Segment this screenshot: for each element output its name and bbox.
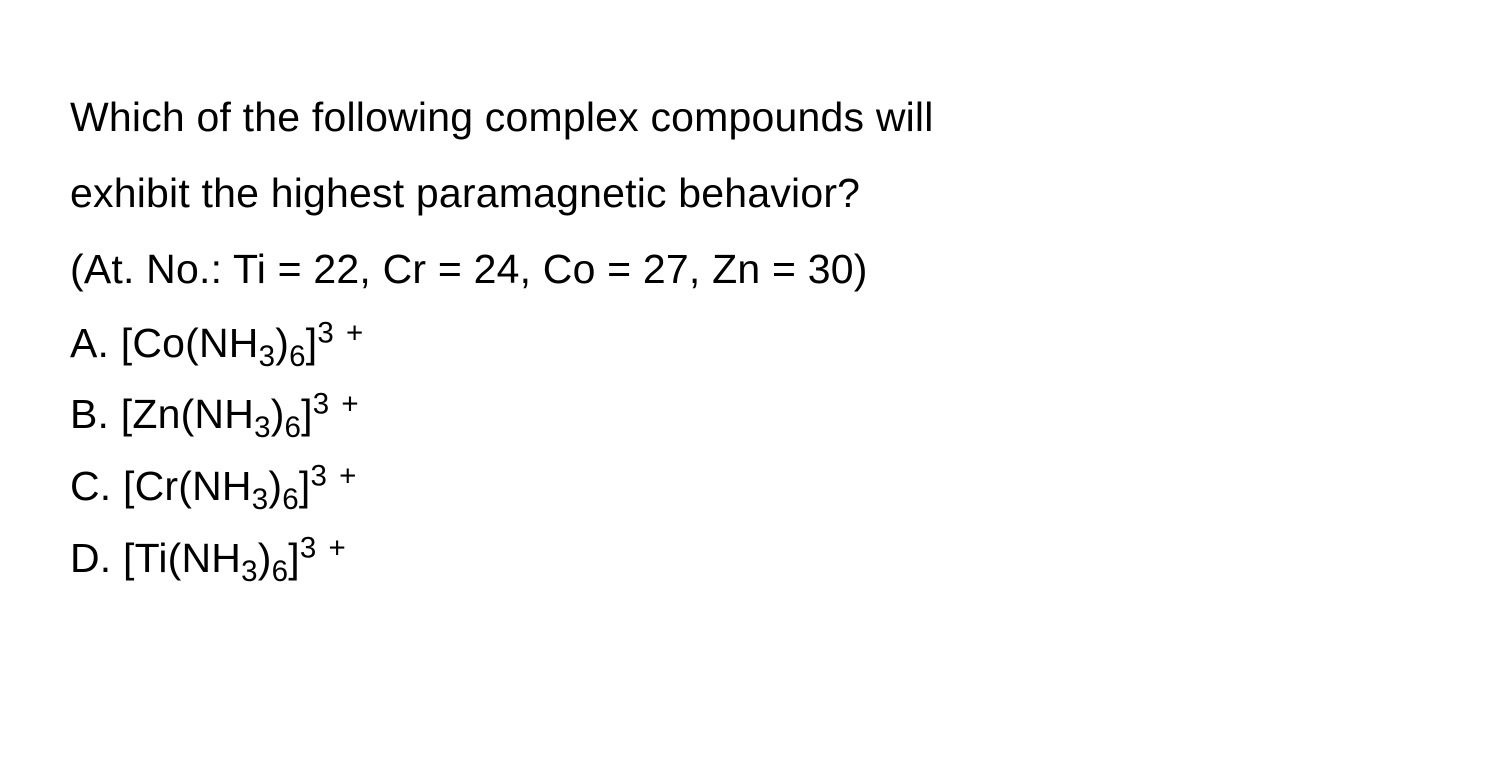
option-c-label: C. <box>70 463 123 509</box>
bracket-open: [ <box>121 391 133 437</box>
option-d: D. [Ti(NH3)6]3 + <box>70 523 1430 595</box>
atnum-prefix: (At. No.: Ti = <box>70 246 313 292</box>
sub-3: 3 <box>241 555 258 588</box>
option-b-formula: [Zn(NH3)6]3 + <box>121 391 361 437</box>
sub-3: 3 <box>252 483 269 516</box>
option-a: A. [Co(NH3)6]3 + <box>70 308 1430 380</box>
sub-6: 6 <box>272 555 289 588</box>
ligand-open: (NH <box>181 391 254 437</box>
ligand-open: (NH <box>178 463 251 509</box>
option-c-formula: [Cr(NH3)6]3 + <box>123 463 358 509</box>
metal-symbol: Co <box>132 320 185 366</box>
charge: 3 + <box>317 316 365 349</box>
option-a-label: A. <box>70 320 121 366</box>
atnum-suffix: ) <box>854 246 868 292</box>
option-a-formula: [Co(NH3)6]3 + <box>121 320 365 366</box>
ligand-close: ) <box>268 463 282 509</box>
bracket-open: [ <box>123 535 135 581</box>
ligand-open: (NH <box>168 535 241 581</box>
bracket-open: [ <box>123 463 135 509</box>
metal-symbol: Ti <box>135 535 168 581</box>
option-b: B. [Zn(NH3)6]3 + <box>70 379 1430 451</box>
ti-atomic-number: 22 <box>313 246 359 292</box>
stem-line-1: Which of the following complex compounds… <box>70 94 934 140</box>
metal-symbol: Zn <box>132 391 180 437</box>
sub-3: 3 <box>259 340 276 373</box>
sub-6: 6 <box>285 411 302 444</box>
ligand-close: ) <box>275 320 289 366</box>
sub-6: 6 <box>289 340 306 373</box>
bracket-close: ] <box>288 535 300 581</box>
sub-6: 6 <box>282 483 299 516</box>
bracket-close: ] <box>306 320 318 366</box>
sep-3: , Zn = <box>689 246 808 292</box>
metal-symbol: Cr <box>135 463 179 509</box>
charge: 3 + <box>313 388 361 421</box>
question-block: Which of the following complex compounds… <box>0 0 1500 595</box>
charge: 3 + <box>310 459 358 492</box>
co-atomic-number: 27 <box>643 246 689 292</box>
question-stem: Which of the following complex compounds… <box>70 80 1430 308</box>
zn-atomic-number: 30 <box>808 246 854 292</box>
ligand-close: ) <box>271 391 285 437</box>
bracket-close: ] <box>301 391 313 437</box>
sep-2: , Co = <box>520 246 643 292</box>
stem-line-2: exhibit the highest paramagnetic behavio… <box>70 170 860 216</box>
sep-1: , Cr = <box>359 246 473 292</box>
ligand-open: (NH <box>185 320 258 366</box>
charge: 3 + <box>300 531 348 564</box>
option-d-formula: [Ti(NH3)6]3 + <box>123 535 348 581</box>
bracket-close: ] <box>299 463 311 509</box>
option-c: C. [Cr(NH3)6]3 + <box>70 451 1430 523</box>
atomic-numbers-line: (At. No.: Ti = 22, Cr = 24, Co = 27, Zn … <box>70 246 868 292</box>
cr-atomic-number: 24 <box>474 246 520 292</box>
ligand-close: ) <box>258 535 272 581</box>
option-d-label: D. <box>70 535 123 581</box>
sub-3: 3 <box>254 411 271 444</box>
bracket-open: [ <box>121 320 133 366</box>
option-b-label: B. <box>70 391 121 437</box>
